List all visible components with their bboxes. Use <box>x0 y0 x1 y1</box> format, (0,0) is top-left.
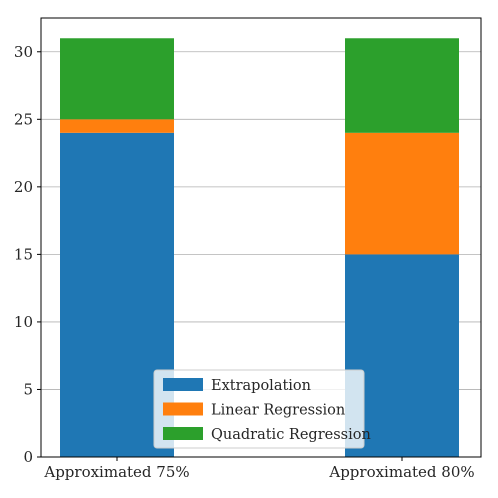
y-tick-label: 10 <box>14 313 33 331</box>
bar-segment-linear-regression-2 <box>345 132 459 255</box>
y-tick-label: 25 <box>14 110 33 128</box>
legend-swatch-extrapolation <box>163 378 203 391</box>
y-tick-label: 5 <box>23 380 33 398</box>
bar-segment-quadratic-regression-1 <box>60 38 174 120</box>
legend: Extrapolation Linear Regression Quadratic … <box>153 369 371 449</box>
axes: 0 5 10 15 20 25 30 Approximated 75% Approximated… <box>14 43 475 481</box>
y-tick-label: 30 <box>14 43 33 61</box>
x-tick-label: Approximated 80% <box>328 463 474 481</box>
legend-swatch-quadratic-regression <box>163 427 203 440</box>
legend-box <box>153 369 365 449</box>
legend-swatch-linear-regression <box>163 402 203 416</box>
y-tick-label: 20 <box>14 178 33 196</box>
legend-label: Quadratic Regression <box>211 427 371 443</box>
bar-segment-linear-regression-1 <box>60 119 174 133</box>
x-tick-label: Approximated 75% <box>43 463 189 481</box>
plot-frame <box>40 17 482 458</box>
y-tick-label: 15 <box>14 245 33 263</box>
y-tick-label: 0 <box>23 448 33 466</box>
legend-label: Extrapolation <box>211 378 311 394</box>
bar-segment-quadratic-regression-2 <box>345 38 459 133</box>
legend-label: Linear Regression <box>211 403 345 419</box>
